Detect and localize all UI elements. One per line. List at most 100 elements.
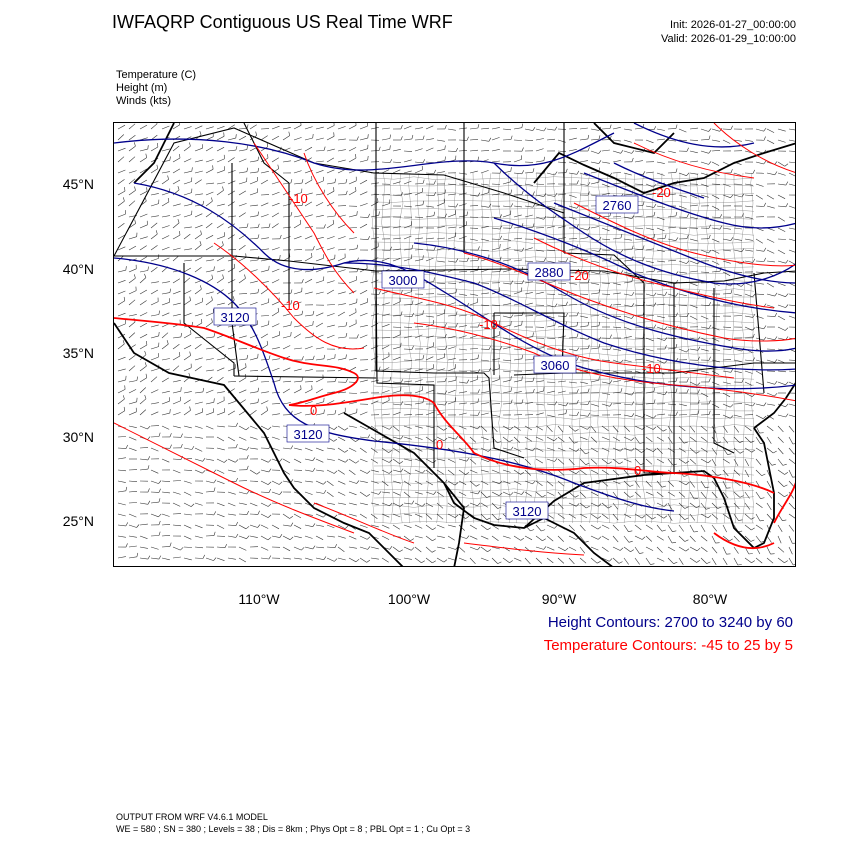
- wind-barb-flag: [708, 301, 711, 306]
- wind-barb: [436, 469, 444, 475]
- wind-barb: [304, 126, 313, 130]
- wind-barb: [766, 315, 776, 317]
- wind-barb: [447, 213, 456, 218]
- wind-barb: [337, 524, 346, 529]
- wind-barb-flag: [653, 203, 657, 208]
- wind-barb-flag: [609, 402, 613, 407]
- wind-barb: [755, 502, 763, 508]
- wind-barb-flag: [576, 347, 580, 351]
- wind-barb-flag: [521, 170, 525, 174]
- wind-barb-flag: [521, 147, 524, 152]
- winds-units-label: Winds (kts): [116, 95, 171, 107]
- wind-barb: [194, 524, 203, 529]
- wind-barb: [634, 127, 643, 130]
- wind-barb-flag: [729, 538, 733, 542]
- wind-barb: [436, 557, 445, 563]
- lon-label-80: 80°W: [692, 591, 728, 607]
- wind-barb: [359, 325, 368, 328]
- wind-barb: [546, 325, 555, 328]
- wind-barb-flag: [158, 531, 161, 536]
- wind-barb-flag: [257, 211, 259, 216]
- wind-barb: [183, 145, 191, 152]
- wind-barb: [612, 524, 619, 532]
- wind-barb: [491, 137, 500, 141]
- wind-barb: [249, 302, 258, 306]
- wind-barb: [535, 403, 544, 406]
- wind-barb: [260, 248, 269, 251]
- wind-barb: [326, 557, 335, 562]
- wind-barb: [667, 381, 677, 383]
- wind-barb: [656, 381, 665, 384]
- wind-barb: [117, 436, 127, 438]
- wind-barb: [161, 412, 170, 416]
- wind-barb: [766, 359, 775, 363]
- wind-barb: [733, 293, 742, 296]
- wind-barb: [766, 282, 775, 288]
- wind-barb: [788, 315, 795, 319]
- wind-barb: [139, 213, 148, 218]
- wind-barb: [480, 546, 488, 552]
- wind-barb: [634, 358, 643, 361]
- wind-barb: [502, 370, 511, 373]
- wind-barb: [128, 389, 137, 394]
- wind-barb: [612, 380, 621, 383]
- wind-barb: [205, 369, 214, 372]
- wind-barb: [436, 171, 445, 174]
- wind-barb-flag: [541, 494, 546, 498]
- wind-barb-flag: [455, 435, 459, 440]
- wind-barb-flag: [532, 388, 535, 393]
- wind-barb: [601, 447, 610, 452]
- wind-barb: [293, 546, 302, 551]
- wind-barb-flag: [554, 525, 558, 529]
- wind-barb-flag: [432, 560, 436, 564]
- wind-barb: [436, 513, 444, 520]
- wind-barb: [227, 401, 236, 405]
- wind-barb: [491, 334, 500, 339]
- height-label-2880: 2880: [535, 265, 564, 280]
- wind-barb: [590, 325, 599, 328]
- wind-barb: [337, 391, 347, 394]
- wind-barb-flag: [400, 136, 403, 141]
- wind-barb: [183, 491, 192, 496]
- wind-barb: [502, 214, 511, 218]
- wind-barb: [480, 238, 489, 242]
- wind-barb-flag: [620, 270, 624, 274]
- wind-barb: [755, 293, 765, 295]
- wind-barb: [777, 128, 786, 132]
- wind-barb: [216, 126, 225, 130]
- wind-barb-flag: [332, 219, 335, 224]
- wind-barb: [700, 161, 709, 165]
- wind-barb-flag: [741, 378, 744, 383]
- wind-barb-flag: [312, 545, 316, 550]
- wind-barb-flag: [125, 486, 128, 491]
- wind-barb: [216, 136, 225, 141]
- wind-barb: [513, 469, 521, 475]
- wind-barb: [260, 202, 269, 207]
- wind-barb: [469, 358, 478, 361]
- wind-barb: [260, 469, 269, 473]
- wind-barb: [172, 412, 181, 416]
- wind-barb: [128, 401, 137, 405]
- wind-barb: [227, 502, 236, 507]
- wind-barb-flag: [477, 354, 479, 359]
- wind-barb: [370, 436, 378, 442]
- wind-barb: [491, 535, 499, 541]
- wind-barb-flag: [454, 482, 459, 486]
- wind-barb: [766, 293, 775, 297]
- wind-barb: [579, 546, 586, 554]
- wind-barb-flag: [257, 510, 260, 515]
- wind-barb-flag: [763, 127, 767, 132]
- wind-barb: [414, 447, 423, 452]
- wind-barb-flag: [684, 506, 689, 509]
- wind-barb-flag: [134, 142, 136, 147]
- wind-barb: [139, 124, 148, 130]
- wind-barb: [513, 402, 523, 405]
- wind-barb: [205, 347, 214, 350]
- wind-barb: [436, 160, 445, 163]
- wind-barb: [260, 171, 269, 174]
- wind-barb-flag: [146, 187, 148, 192]
- wind-barb: [227, 124, 235, 130]
- wind-barb: [150, 123, 158, 130]
- wind-barb: [139, 245, 147, 251]
- wind-barb-flag: [144, 362, 147, 367]
